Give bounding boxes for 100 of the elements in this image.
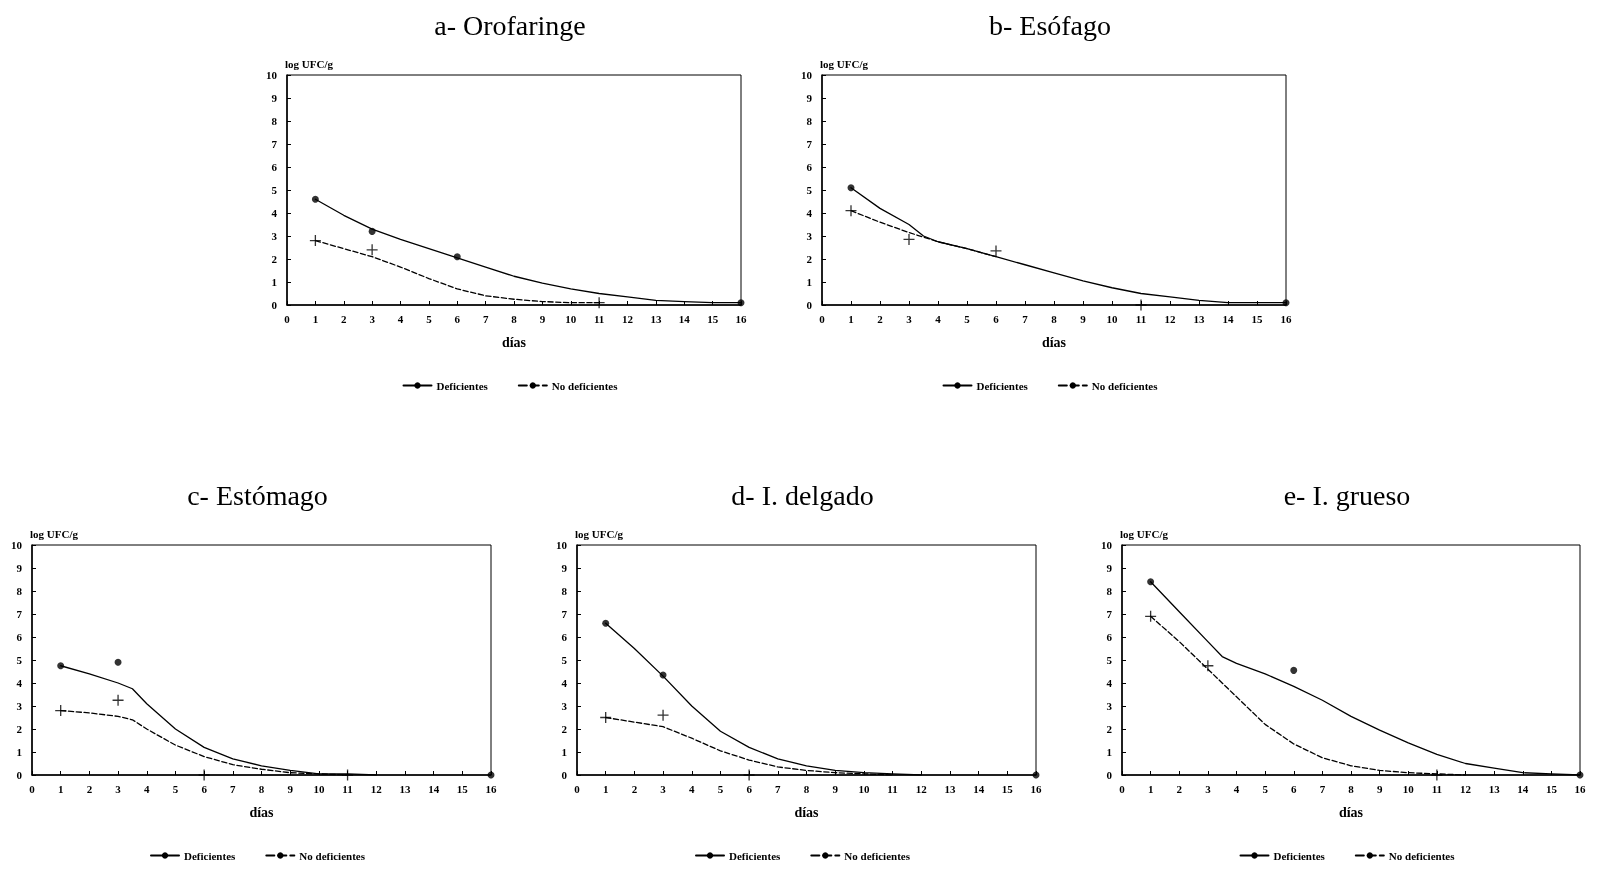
x-tick-label: 10 — [1402, 782, 1415, 795]
x-tick-label: 5 — [426, 312, 433, 325]
x-tick-label: 8 — [258, 782, 265, 795]
y-tick-label: 10 — [11, 539, 23, 551]
legend-label: No deficientes — [1388, 849, 1456, 862]
x-tick-label: 1 — [1147, 782, 1154, 795]
x-tick-label: 0 — [284, 312, 291, 325]
x-tick-label: 4 — [397, 312, 404, 325]
x-tick-label: 12 — [1460, 782, 1472, 795]
chart-title: d- I. delgado — [731, 479, 874, 511]
y-tick-label: 9 — [561, 562, 568, 574]
y-tick-label: 0 — [16, 769, 23, 781]
point — [366, 244, 378, 256]
y-tick-label: 4 — [561, 677, 568, 689]
x-tick-label: 4 — [1233, 782, 1240, 795]
x-tick-label: 9 — [287, 782, 294, 795]
y-tick-label: 5 — [806, 184, 813, 196]
x-tick-label: 7 — [230, 782, 237, 795]
y-tick-label: 9 — [16, 562, 23, 574]
y-tick-label: 5 — [561, 654, 568, 666]
x-tick-label: 9 — [1376, 782, 1383, 795]
x-tick-label: 12 — [370, 782, 383, 795]
x-tick-label: 1 — [602, 782, 609, 795]
x-tick-label: 10 — [313, 782, 325, 795]
x-tick-label: 7 — [775, 782, 782, 795]
x-tick-label: 11 — [342, 782, 353, 795]
x-tick-label: 12 — [915, 782, 928, 795]
x-tick-label: 7 — [1022, 312, 1029, 325]
point — [743, 769, 755, 781]
x-tick-label: 15 — [1251, 312, 1263, 325]
y-tick-label: 2 — [806, 253, 813, 265]
x-tick-label: 4 — [689, 782, 695, 795]
point — [845, 205, 857, 217]
x-tick-label: 7 — [1319, 782, 1326, 795]
y-tick-label: 7 — [561, 608, 568, 620]
legend-label: No deficientes — [844, 849, 911, 862]
point — [1290, 666, 1298, 674]
x-axis-title: días — [249, 804, 275, 820]
x-axis-title: días — [501, 334, 527, 350]
y-tick-label: 2 — [561, 723, 568, 735]
chart-title: e- I. grueso — [1283, 479, 1411, 511]
x-tick-label: 4 — [144, 782, 150, 795]
legend-label: Deficientes — [184, 849, 237, 862]
x-tick-label: 0 — [819, 312, 826, 325]
x-tick-label: 6 — [993, 312, 1000, 325]
x-tick-label: 16 — [1280, 312, 1292, 325]
point — [198, 769, 210, 781]
x-tick-label: 16 — [735, 312, 747, 325]
y-tick-label: 5 — [271, 184, 278, 196]
x-tick-label: 16 — [1030, 782, 1042, 795]
y-tick-label: 10 — [556, 539, 568, 551]
y-tick-label: 4 — [271, 207, 278, 219]
x-tick-label: 5 — [964, 312, 971, 325]
legend-label: Deficientes — [729, 849, 782, 862]
x-tick-label: 15 — [1001, 782, 1014, 795]
x-tick-label: 2 — [1176, 782, 1183, 795]
x-tick-label: 3 — [115, 782, 122, 795]
y-tick-label: 3 — [561, 700, 568, 712]
point — [1431, 769, 1443, 781]
y-tick-label: 3 — [806, 230, 813, 242]
x-tick-label: 0 — [29, 782, 36, 795]
y-tick-label: 3 — [1106, 700, 1113, 712]
y-tick-label: 8 — [16, 585, 23, 597]
x-tick-label: 9 — [832, 782, 839, 795]
y-tick-label: 4 — [1106, 677, 1113, 689]
x-tick-label: 12 — [622, 312, 634, 325]
y-tick-label: 10 — [1101, 539, 1113, 551]
y-tick-label: 3 — [16, 700, 23, 712]
x-tick-label: 10 — [858, 782, 870, 795]
x-tick-label: 11 — [887, 782, 898, 795]
legend-label: Deficientes — [1273, 849, 1326, 862]
point — [657, 709, 669, 721]
y-tick-label: 1 — [561, 746, 567, 758]
x-tick-label: 15 — [707, 312, 719, 325]
legend-label: No deficientes — [1091, 379, 1159, 392]
x-tick-label: 15 — [1545, 782, 1558, 795]
x-tick-label: 8 — [1348, 782, 1355, 795]
x-tick-label: 13 — [944, 782, 956, 795]
y-tick-label: 5 — [16, 654, 23, 666]
y-tick-label: 10 — [801, 69, 813, 81]
x-tick-label: 15 — [456, 782, 469, 795]
x-tick-label: 6 — [201, 782, 208, 795]
point — [903, 233, 915, 245]
chart-title: c- Estómago — [187, 479, 328, 511]
point — [990, 245, 1002, 257]
y-tick-label: 1 — [806, 276, 812, 288]
y-axis-title: log UFC/g — [30, 527, 79, 540]
legend-label: Deficientes — [976, 379, 1029, 392]
legend-label: No deficientes — [551, 379, 619, 392]
y-tick-label: 1 — [1106, 746, 1112, 758]
y-tick-label: 4 — [806, 207, 813, 219]
y-tick-label: 8 — [561, 585, 568, 597]
x-tick-label: 0 — [574, 782, 581, 795]
y-tick-label: 8 — [1106, 585, 1113, 597]
x-tick-label: 3 — [660, 782, 667, 795]
x-tick-label: 2 — [341, 312, 347, 325]
x-tick-label: 8 — [511, 312, 518, 325]
x-tick-label: 0 — [1119, 782, 1126, 795]
x-tick-label: 1 — [312, 312, 319, 325]
point — [1135, 299, 1147, 311]
